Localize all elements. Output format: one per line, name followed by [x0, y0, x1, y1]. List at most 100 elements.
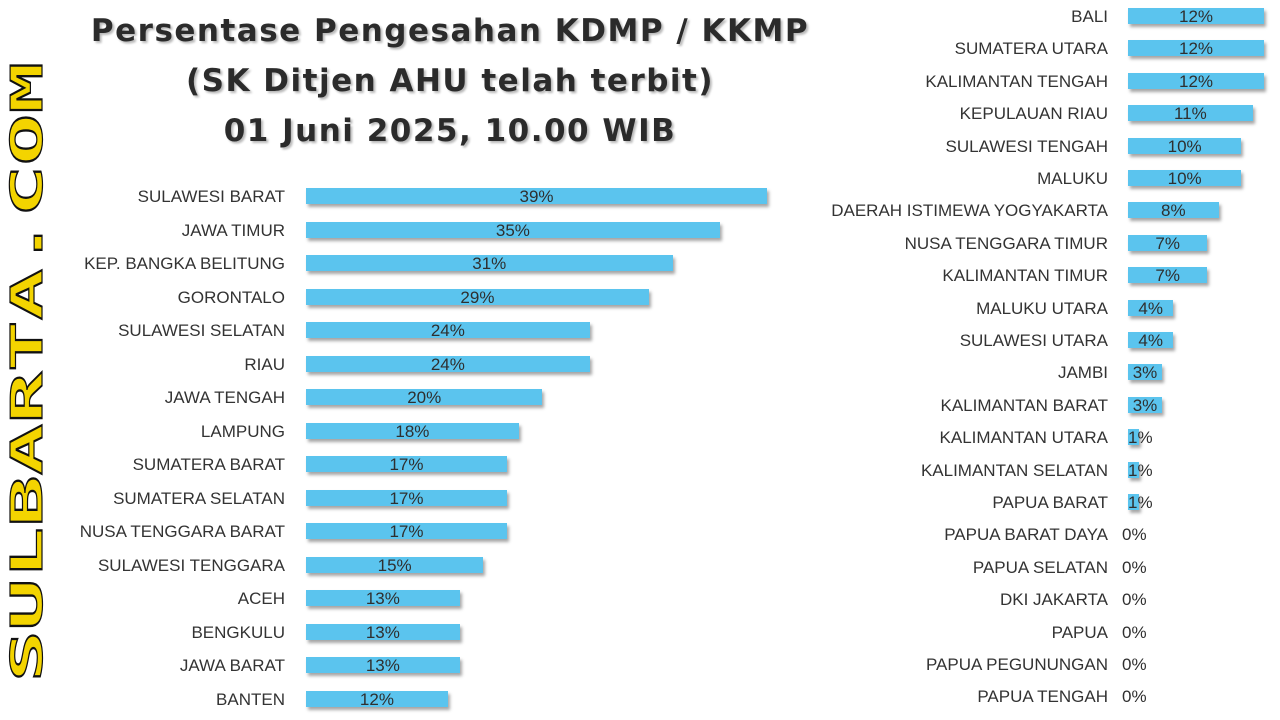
- bar: [306, 389, 543, 405]
- bar: [306, 523, 507, 539]
- value-label: 12%: [1178, 7, 1214, 26]
- category-label: JAWA BARAT: [179, 656, 285, 675]
- value-label: 29%: [460, 288, 495, 307]
- category-label: DKI JAKARTA: [999, 590, 1108, 609]
- bar: [1128, 364, 1162, 380]
- bar: [1128, 105, 1253, 121]
- category-label: SULAWESI BARAT: [137, 187, 285, 206]
- bar: [1128, 429, 1140, 445]
- value-label: 8%: [1161, 201, 1186, 220]
- bar: [306, 423, 519, 439]
- value-label: 35%: [495, 221, 530, 240]
- bar: [306, 624, 460, 640]
- value-label: 1%: [1128, 461, 1153, 480]
- category-label: DAERAH ISTIMEWA YOGYAKARTA: [831, 201, 1108, 220]
- category-label: SULAWESI UTARA: [959, 331, 1108, 350]
- value-label: 10%: [1167, 169, 1202, 188]
- value-label: 3%: [1132, 363, 1158, 382]
- watermark-text: SULBARTA.COM: [2, 62, 53, 682]
- value-label: 13%: [365, 589, 400, 608]
- category-label: SULAWESI SELATAN: [118, 321, 285, 340]
- category-label: GORONTALO: [177, 288, 285, 307]
- category-label: SUMATERA BARAT: [132, 455, 285, 474]
- category-label: ACEH: [237, 589, 285, 608]
- category-label: PAPUA TENGAH: [977, 687, 1108, 706]
- bar: [1128, 40, 1264, 56]
- value-label: 17%: [389, 489, 424, 508]
- category-label: BANTEN: [216, 690, 285, 709]
- bar: [1128, 494, 1140, 510]
- value-label: 1%: [1128, 428, 1153, 447]
- value-label: 13%: [365, 656, 400, 675]
- bar: [1128, 397, 1162, 413]
- title-line-3: 01 Juni 2025, 10.00 WIB: [223, 113, 677, 149]
- bar: [306, 289, 649, 305]
- category-label: SUMATERA UTARA: [954, 39, 1108, 58]
- category-label: KALIMANTAN TENGAH: [925, 72, 1108, 91]
- bar: [1128, 267, 1208, 283]
- category-label: JAWA TIMUR: [181, 221, 285, 240]
- bar: [1128, 332, 1174, 348]
- category-label: SUMATERA SELATAN: [113, 489, 285, 508]
- category-label: LAMPUNG: [200, 422, 285, 441]
- category-label: KEP. BANGKA BELITUNG: [84, 254, 285, 273]
- bar: [306, 188, 768, 204]
- bar: [306, 356, 590, 372]
- bar: [1128, 138, 1242, 154]
- bar: [306, 691, 448, 707]
- category-label: PAPUA: [1051, 623, 1108, 642]
- value-label: 0%: [1122, 623, 1147, 642]
- value-label: 4%: [1138, 299, 1163, 318]
- bar: [1128, 202, 1219, 218]
- value-label: 24%: [430, 355, 465, 374]
- category-label: BENGKULU: [191, 623, 285, 642]
- watermark: SULBARTA.COM: [1, 61, 53, 682]
- category-label: KEPULAUAN RIAU: [959, 104, 1108, 123]
- category-label: BALI: [1071, 7, 1108, 26]
- value-label: 17%: [389, 455, 424, 474]
- title-line-1: Persentase Pengesahan KDMP / KKMP: [90, 13, 810, 49]
- value-label: 3%: [1132, 396, 1158, 415]
- bar: [1128, 235, 1208, 251]
- category-label: KALIMANTAN BARAT: [940, 396, 1108, 415]
- category-label: NUSA TENGGARA BARAT: [79, 522, 285, 541]
- bar: [306, 490, 507, 506]
- value-label: 17%: [389, 522, 424, 541]
- value-label: 7%: [1155, 266, 1180, 285]
- category-label: PAPUA PEGUNUNGAN: [925, 655, 1108, 674]
- bar: [306, 255, 673, 271]
- category-label: MALUKU: [1037, 169, 1108, 188]
- value-label: 15%: [377, 556, 412, 575]
- value-label: 31%: [472, 254, 507, 273]
- category-label: JAMBI: [1057, 363, 1108, 382]
- value-label: 0%: [1122, 590, 1147, 609]
- bar: [306, 456, 507, 472]
- title-line-2: (SK Ditjen AHU telah terbit): [185, 63, 715, 99]
- value-label: 10%: [1167, 137, 1202, 156]
- value-label: 0%: [1122, 687, 1147, 706]
- category-label: SULAWESI TENGAH: [945, 137, 1108, 156]
- value-label: 24%: [430, 321, 465, 340]
- category-label: NUSA TENGGARA TIMUR: [904, 234, 1108, 253]
- category-label: PAPUA SELATAN: [972, 558, 1108, 577]
- category-label: MALUKU UTARA: [976, 299, 1108, 318]
- category-label: PAPUA BARAT: [992, 493, 1108, 512]
- bar: [306, 557, 484, 573]
- chart-title: Persentase Pengesahan KDMP / KKMP (SK Di…: [60, 6, 840, 156]
- value-label: 11%: [1173, 104, 1207, 123]
- value-label: 18%: [395, 422, 430, 441]
- bar: [1128, 170, 1242, 186]
- category-label: KALIMANTAN UTARA: [939, 428, 1108, 447]
- bar: [1128, 8, 1264, 24]
- value-label: 4%: [1138, 331, 1163, 350]
- category-label: PAPUA BARAT DAYA: [944, 525, 1108, 544]
- value-label: 13%: [365, 623, 400, 642]
- value-label: 20%: [407, 388, 442, 407]
- value-label: 12%: [359, 690, 394, 709]
- bar: [306, 322, 590, 338]
- value-label: 0%: [1122, 525, 1147, 544]
- value-label: 39%: [519, 187, 554, 206]
- bar: [306, 222, 720, 238]
- value-label: 0%: [1122, 655, 1147, 674]
- bar: [306, 657, 460, 673]
